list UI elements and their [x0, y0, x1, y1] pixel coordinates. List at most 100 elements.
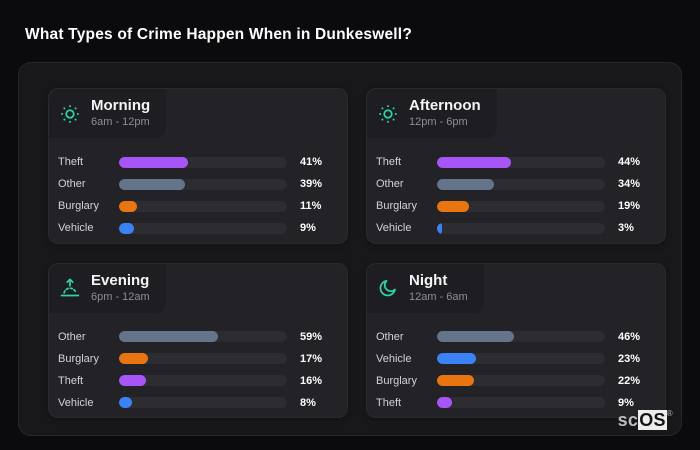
percentage-value: 39% — [300, 178, 323, 190]
panel-header: Afternoon 12pm - 6pm — [367, 89, 497, 138]
bar-fill — [437, 353, 476, 364]
panel-afternoon: Afternoon 12pm - 6pm Theft 44% Other 34% Bur… — [366, 88, 666, 244]
bar-track — [119, 156, 287, 168]
panel-subtitle: 12pm - 6pm — [409, 116, 468, 128]
percentage-value: 19% — [618, 200, 641, 212]
percentage-value: 3% — [618, 222, 634, 234]
bar-fill — [119, 331, 219, 342]
percentage-value: 9% — [300, 222, 316, 234]
bar-track — [437, 397, 605, 408]
bar-track — [437, 200, 605, 212]
bar-row-vehicle: Vehicle 23% — [367, 348, 665, 370]
panel-night: Night 12am - 6am Other 46% Vehicle 23% Burgl… — [366, 262, 666, 418]
panel-morning: Morning 6am - 12pm Theft 41% Other 39% Burgl… — [48, 88, 348, 244]
category-label: Other — [376, 178, 404, 190]
watermark-logo: scOS® — [618, 407, 673, 430]
percentage-value: 22% — [618, 374, 641, 387]
panel-title: Morning — [91, 97, 151, 114]
bar-fill — [119, 397, 133, 408]
bar-row-theft: Theft 16% — [49, 370, 347, 392]
bar-track — [437, 156, 605, 168]
bar-row-burglary: Burglary 17% — [49, 348, 347, 370]
bar-fill — [437, 222, 443, 234]
category-label: Burglary — [58, 352, 99, 365]
bar-track — [119, 353, 287, 364]
bar-track — [437, 331, 605, 342]
registered-trademark-icon: ® — [666, 409, 673, 418]
bar-fill — [437, 200, 469, 212]
panel-rows: Other 59% Burglary 17% Theft 16% Vehicle 8% — [49, 326, 347, 414]
category-label: Vehicle — [376, 352, 412, 365]
bar-fill — [119, 222, 135, 234]
bar-fill — [119, 200, 138, 212]
bar-row-burglary: Burglary 11% — [49, 195, 347, 217]
bar-track — [119, 397, 287, 408]
panel-title: Evening — [91, 271, 150, 289]
bar-row-theft: Theft 9% — [367, 392, 665, 414]
bar-track — [437, 353, 605, 364]
bar-row-vehicle: Vehicle 9% — [49, 217, 347, 239]
sun-icon — [377, 103, 399, 125]
percentage-value: 16% — [300, 374, 323, 387]
category-label: Vehicle — [376, 222, 412, 234]
bar-row-theft: Theft 44% — [367, 151, 665, 173]
category-label: Vehicle — [58, 222, 94, 234]
panel-title: Night — [409, 271, 448, 289]
percentage-value: 44% — [618, 156, 641, 168]
bar-row-other: Other 34% — [367, 173, 665, 195]
bar-track — [119, 331, 287, 342]
percentage-value: 23% — [618, 352, 641, 365]
percentage-value: 34% — [618, 178, 641, 190]
category-label: Theft — [58, 156, 84, 168]
bar-fill — [437, 178, 495, 190]
sunset-icon — [59, 277, 81, 299]
panel-header-text: Evening 6pm - 12am — [91, 271, 150, 304]
percentage-value: 46% — [618, 330, 641, 343]
category-label: Theft — [376, 156, 402, 168]
percentage-value: 41% — [300, 156, 323, 168]
panel-header-text: Morning 6am - 12pm — [91, 98, 150, 129]
bar-fill — [119, 156, 188, 168]
panel-header-text: Afternoon 12pm - 6pm — [409, 98, 481, 129]
bar-fill — [437, 375, 474, 386]
bar-track — [119, 375, 287, 386]
panel-rows: Theft 41% Other 39% Burglary 11% Vehicle 9% — [49, 151, 347, 239]
bar-track — [437, 222, 605, 234]
bar-fill — [437, 156, 511, 168]
category-label: Theft — [58, 374, 84, 387]
percentage-value: 59% — [300, 330, 323, 343]
panel-subtitle: 6am - 12pm — [91, 116, 150, 128]
bar-row-burglary: Burglary 19% — [367, 195, 665, 217]
bar-row-theft: Theft 41% — [49, 151, 347, 173]
percentage-value: 8% — [300, 396, 316, 409]
panel-rows: Theft 44% Other 34% Burglary 19% Vehicle 3% — [367, 151, 665, 239]
percentage-value: 9% — [618, 396, 634, 409]
category-label: Theft — [376, 396, 402, 409]
bar-fill — [119, 178, 185, 190]
panel-rows: Other 46% Vehicle 23% Burglary 22% Theft 9% — [367, 326, 665, 414]
panel-subtitle: 12am - 6am — [409, 290, 468, 303]
watermark-suffix: OS — [638, 410, 667, 430]
panel-header: Morning 6am - 12pm — [49, 89, 167, 138]
percentage-value: 11% — [300, 200, 322, 212]
page-title: What Types of Crime Happen When in Dunke… — [25, 26, 412, 43]
crime-times-dashboard: Morning 6am - 12pm Theft 41% Other 39% Burgl… — [18, 62, 682, 436]
bar-row-other: Other 46% — [367, 326, 665, 348]
panel-evening: Evening 6pm - 12am Other 59% Burglary 17% Th… — [48, 262, 348, 418]
panel-header: Night 12am - 6am — [367, 263, 484, 313]
bar-row-vehicle: Vehicle 3% — [367, 217, 665, 239]
watermark-prefix: sc — [617, 410, 639, 430]
category-label: Vehicle — [58, 396, 94, 409]
panel-subtitle: 6pm - 12am — [91, 290, 150, 303]
bar-row-other: Other 59% — [49, 326, 347, 348]
bar-row-burglary: Burglary 22% — [367, 370, 665, 392]
bar-track — [119, 200, 287, 212]
bar-fill — [119, 353, 148, 364]
category-label: Burglary — [376, 374, 417, 387]
panel-title: Afternoon — [409, 97, 481, 114]
category-label: Other — [58, 178, 86, 190]
bar-track — [119, 222, 287, 234]
bar-track — [119, 178, 287, 190]
category-label: Burglary — [376, 200, 417, 212]
bar-fill — [437, 331, 515, 342]
